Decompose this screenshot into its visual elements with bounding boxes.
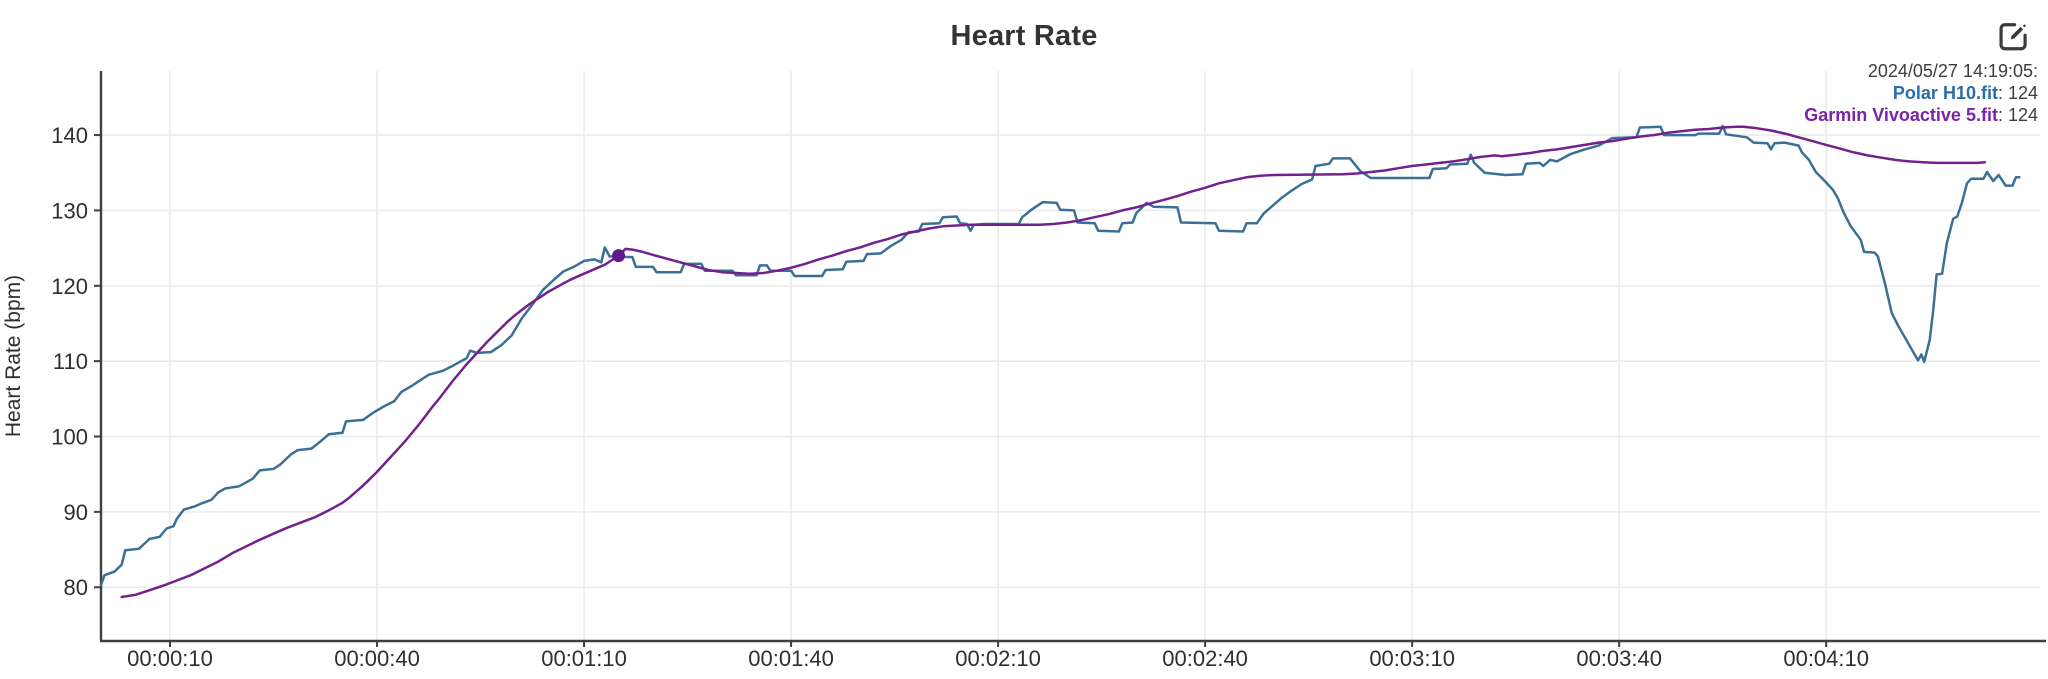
chart-title: Heart Rate bbox=[950, 20, 1098, 52]
y-tick-label: 110 bbox=[53, 349, 88, 374]
tooltip-series-value-garmin: : 124 bbox=[1997, 105, 2038, 125]
tooltip-timestamp: 2024/05/27 14:19:05: bbox=[1867, 61, 2038, 81]
tooltip-series-value-polar: : 124 bbox=[1997, 83, 2038, 103]
y-tick-label: 130 bbox=[51, 198, 88, 223]
x-tick-label: 00:02:40 bbox=[1162, 646, 1248, 671]
tooltip-row-polar: Polar H10.fit: 124 bbox=[1804, 82, 2038, 104]
hover-tooltip: 2024/05/27 14:19:05: Polar H10.fit: 124 … bbox=[1804, 60, 2038, 126]
y-tick-label: 90 bbox=[64, 500, 88, 525]
y-axis-title: Heart Rate (bpm) bbox=[2, 274, 25, 438]
y-tick-label: 120 bbox=[51, 274, 88, 299]
series-line-garmin-vivoactive-5-fit bbox=[120, 125, 1987, 599]
x-tick-label: 00:03:10 bbox=[1369, 646, 1455, 671]
tooltip-row-garmin: Garmin Vivoactive 5.fit: 124 bbox=[1804, 104, 2038, 126]
y-tick-label: 80 bbox=[64, 575, 88, 600]
plot-hover-region[interactable] bbox=[101, 71, 2047, 640]
tooltip-series-name-garmin: Garmin Vivoactive 5.fit bbox=[1804, 105, 1998, 125]
series-line-polar-h10-fit bbox=[99, 124, 2021, 587]
y-tick-label: 140 bbox=[51, 123, 88, 148]
y-tick-label: 100 bbox=[51, 425, 88, 450]
edit-chart-button[interactable] bbox=[1998, 20, 2030, 52]
hover-marker-dot bbox=[612, 249, 626, 263]
x-tick-label: 00:00:40 bbox=[334, 646, 420, 671]
edit-pencil-square-icon bbox=[1999, 21, 2029, 51]
x-tick-label: 00:04:10 bbox=[1783, 646, 1869, 671]
x-tick-label: 00:00:10 bbox=[127, 646, 213, 671]
x-tick-label: 00:03:40 bbox=[1576, 646, 1662, 671]
x-tick-label: 00:02:10 bbox=[955, 646, 1041, 671]
x-tick-label: 00:01:10 bbox=[541, 646, 627, 671]
tooltip-series-name-polar: Polar H10.fit bbox=[1892, 83, 1998, 103]
x-tick-label: 00:01:40 bbox=[748, 646, 834, 671]
